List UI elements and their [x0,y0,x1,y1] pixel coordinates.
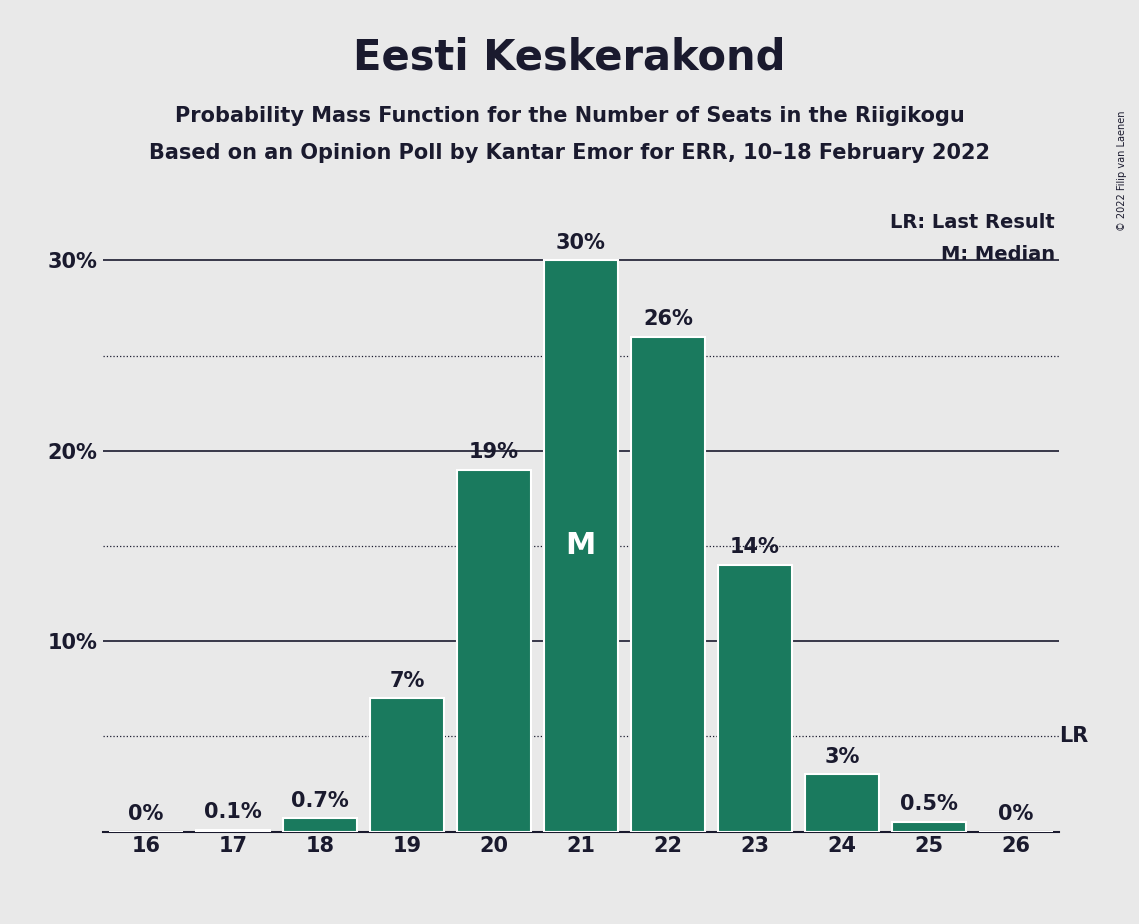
Text: 3%: 3% [825,747,860,767]
Text: Eesti Keskerakond: Eesti Keskerakond [353,37,786,79]
Text: 0.1%: 0.1% [204,802,262,822]
Text: 0.7%: 0.7% [292,791,349,810]
Text: Probability Mass Function for the Number of Seats in the Riigikogu: Probability Mass Function for the Number… [174,106,965,127]
Text: 7%: 7% [390,671,425,691]
Bar [457,469,531,832]
Text: 14%: 14% [730,538,780,557]
Bar [282,819,357,832]
Text: Based on an Opinion Poll by Kantar Emor for ERR, 10–18 February 2022: Based on an Opinion Poll by Kantar Emor … [149,143,990,164]
Bar [544,261,617,832]
Bar [805,774,879,832]
Bar [370,699,444,832]
Text: 19%: 19% [469,443,519,462]
Bar [196,830,270,832]
Text: 26%: 26% [642,309,693,329]
Text: LR: LR [1059,726,1089,747]
Text: 0%: 0% [129,804,164,824]
Text: 0.5%: 0.5% [900,795,958,814]
Bar [631,336,705,832]
Text: LR: Last Result: LR: Last Result [891,213,1055,232]
Text: M: Median: M: Median [941,245,1055,264]
Text: © 2022 Filip van Laenen: © 2022 Filip van Laenen [1117,111,1126,231]
Bar [892,822,966,832]
Text: M: M [566,531,596,561]
Text: 0%: 0% [998,804,1033,824]
Text: 30%: 30% [556,233,606,253]
Bar [718,565,792,832]
